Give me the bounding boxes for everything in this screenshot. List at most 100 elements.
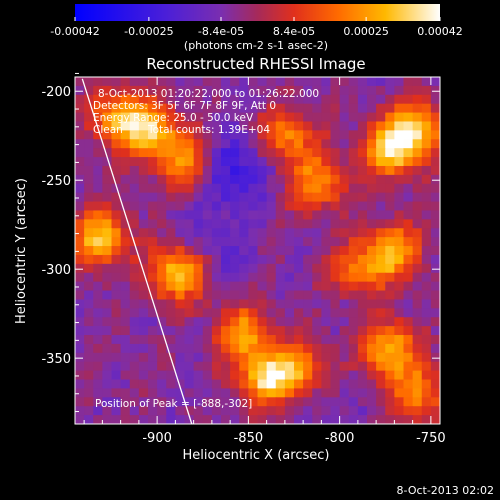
heatmap-cell [211,290,222,301]
heatmap-cell [239,157,249,167]
heatmap-cell [394,112,405,123]
heatmap-cell [75,246,85,256]
heatmap-cell [339,77,350,87]
heatmap-cell [202,397,213,407]
heatmap-cell [102,406,113,416]
heatmap-cell [421,112,432,123]
heatmap-cell [148,210,158,220]
heatmap-cell [202,85,213,96]
heatmap-cell [138,263,149,274]
heatmap-cell [111,326,122,336]
heatmap-cell [330,415,341,424]
heatmap-cell [412,361,423,372]
heatmap-cell [330,281,341,292]
heatmap-cell [412,165,423,176]
heatmap-cell [376,210,386,220]
heatmap-cell [312,281,322,292]
heatmap-cell [239,219,249,229]
heatmap-cell [129,272,140,283]
heatmap-cell [166,281,176,292]
heatmap-cell [321,130,332,140]
heatmap-cell [193,174,204,185]
heatmap-cell [84,192,94,203]
heatmap-cell [93,388,103,398]
heatmap-cell [367,406,377,416]
heatmap-cell [248,254,259,265]
heatmap-cell [221,139,231,149]
heatmap-cell [339,192,350,203]
heatmap-cell [403,246,414,256]
heatmap-cell [75,370,85,381]
heatmap-cell [230,192,240,203]
heatmap-cell [385,317,395,327]
heatmap-cell [175,263,186,274]
y-axis-label: Heliocentric Y (arcsec) [14,178,29,324]
heatmap-cell [221,165,231,176]
heatmap-cell [93,237,103,247]
heatmap-cell [166,130,176,140]
heatmap-cell [157,406,167,416]
heatmap-cell [303,148,313,158]
heatmap-cell [148,308,158,318]
heatmap-cell [75,317,85,327]
heatmap-cell [430,388,440,398]
heatmap-cell [357,263,368,274]
heatmap-cell [403,308,414,318]
heatmap-cell [111,157,122,167]
heatmap-cell [157,112,167,123]
heatmap-cell [294,379,304,390]
heatmap-cell [394,94,405,105]
heatmap-cell [129,308,140,318]
heatmap-cell [266,165,277,176]
heatmap-cell [239,174,249,185]
heatmap-cell [357,112,368,123]
heatmap-cell [284,415,295,424]
heatmap-cell [202,157,213,167]
heatmap-cell [367,157,377,167]
heatmap-cell [430,157,440,167]
heatmap-cell [367,237,377,247]
heatmap-cell [412,246,423,256]
heatmap-cell [376,308,386,318]
heatmap-cell [111,415,122,424]
heatmap-cell [248,388,259,398]
heatmap-cell [303,290,313,301]
heatmap-cell [421,228,432,238]
heatmap-cell [376,165,386,176]
heatmap-cell [148,121,158,131]
heatmap-cell [102,121,113,131]
heatmap-cell [430,201,440,212]
heatmap-cell [211,201,222,212]
heatmap-cell [348,388,359,398]
heatmap-cell [357,94,368,105]
heatmap-cell [221,397,231,407]
heatmap-cell [184,335,195,345]
heatmap-cell [120,246,131,256]
heatmap-cell [84,228,94,238]
heatmap-cell [175,388,186,398]
heatmap-cell [257,210,268,220]
heatmap-cell [221,77,231,87]
heatmap-cell [339,326,350,336]
heatmap-cell [202,121,213,131]
heatmap-cell [266,335,277,345]
heatmap-cell [129,263,140,274]
heatmap-cell [102,139,113,149]
heatmap-cell [412,130,423,140]
heatmap-cell [421,201,432,212]
heatmap-cell [93,335,103,345]
heatmap-cell [75,299,85,309]
heatmap-cell [221,254,231,265]
heatmap-cell [166,361,176,372]
heatmap-cell [412,237,423,247]
heatmap-cell [294,246,304,256]
heatmap-cell [348,112,359,123]
heatmap-cell [312,183,322,194]
heatmap-cell [230,397,240,407]
heatmap-cell [385,183,395,194]
heatmap-cell [421,219,432,229]
heatmap-cell [166,192,176,203]
heatmap-cell [421,352,432,363]
heatmap-cell [275,174,286,185]
heatmap-cell [266,281,277,292]
